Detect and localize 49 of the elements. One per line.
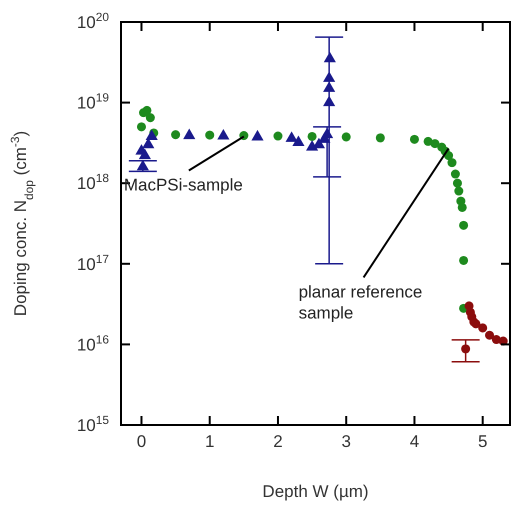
point xyxy=(251,130,264,140)
point xyxy=(183,128,196,140)
annotation: MacPSi-sample xyxy=(124,175,243,194)
point xyxy=(323,81,336,92)
point xyxy=(323,71,336,82)
x-tick-label: 0 xyxy=(136,432,146,451)
point xyxy=(205,130,214,140)
point xyxy=(142,106,152,115)
point xyxy=(430,139,440,148)
point xyxy=(323,96,336,106)
point xyxy=(485,330,494,340)
x-axis-title: Depth W (µm) xyxy=(262,482,369,501)
x-tick-label: 1 xyxy=(204,432,214,451)
point xyxy=(273,132,282,141)
y-tick-label: 10$^{16}$ xyxy=(76,332,110,354)
point xyxy=(450,170,460,179)
point xyxy=(292,135,305,146)
point xyxy=(136,160,149,170)
point xyxy=(136,122,146,132)
point xyxy=(171,130,180,140)
point xyxy=(146,129,158,140)
point xyxy=(410,134,419,144)
x-tick-label: 5 xyxy=(478,432,488,451)
point xyxy=(286,131,298,142)
x-tick-label: 4 xyxy=(410,432,420,451)
y-tick-label: 10$^{20}$ xyxy=(76,10,110,32)
point xyxy=(308,132,317,141)
y-tick-label: 10$^{15}$ xyxy=(76,413,110,435)
point xyxy=(342,132,351,142)
point xyxy=(146,113,155,122)
point xyxy=(452,178,462,188)
point xyxy=(461,344,470,354)
point xyxy=(376,133,385,142)
point xyxy=(459,256,468,265)
point xyxy=(478,323,488,332)
point xyxy=(458,202,467,212)
point xyxy=(447,158,457,168)
y-tick-label: 10$^{19}$ xyxy=(76,90,110,113)
point xyxy=(321,128,334,138)
point xyxy=(324,52,336,62)
x-tick-label: 2 xyxy=(273,432,283,451)
x-tick-label: 3 xyxy=(341,432,351,451)
point xyxy=(454,186,464,196)
annotation: planar reference sample xyxy=(298,282,422,322)
y-tick-label: 10$^{17}$ xyxy=(76,252,110,274)
y-tick-label: 10$^{18}$ xyxy=(76,171,110,194)
point xyxy=(459,220,468,230)
point xyxy=(138,148,151,160)
point xyxy=(217,128,230,140)
